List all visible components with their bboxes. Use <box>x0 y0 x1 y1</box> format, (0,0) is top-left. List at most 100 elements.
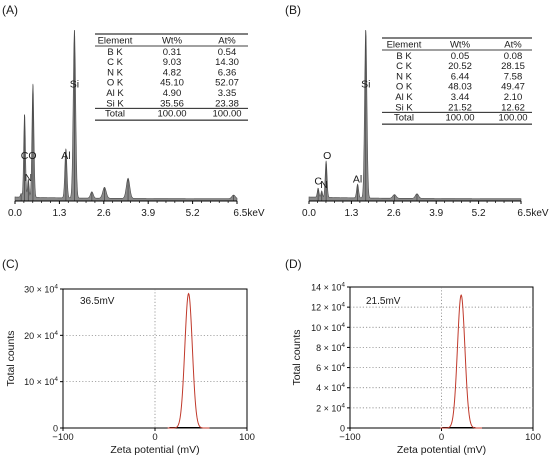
y-tick-base: 10 × 10 <box>24 377 54 387</box>
y-tick-exponent: 4 <box>54 376 58 383</box>
x-tick-label: 3.9 <box>141 208 155 219</box>
x-tick-label: 0 <box>439 432 444 443</box>
table-cell: 4.90 <box>163 88 182 99</box>
panel-b-eds-spectrum: (B) 0.0 1.3 2.6 3.9 5.2 6.5keV Si O CN Al Element… <box>285 3 549 219</box>
x-axis-label: Zeta potential (mV) <box>397 444 486 456</box>
x-tick-label: 5.2 <box>472 208 486 219</box>
peak-label: CO <box>21 150 37 162</box>
x-tick-label: 6.5keV <box>233 208 264 219</box>
y-tick-exponent: 4 <box>341 382 345 389</box>
table-cell: 0.08 <box>504 51 523 62</box>
y-tick-label: 20 × 104 <box>24 330 58 341</box>
x-tick-label: 3.9 <box>429 208 443 219</box>
table-cell: 49.47 <box>501 82 525 93</box>
panel-label-d: (D) <box>285 257 302 271</box>
x-tick-label: 1.3 <box>52 208 66 219</box>
y-tick-exponent: 4 <box>54 284 58 291</box>
x-tick-label: 2.6 <box>387 208 401 219</box>
y-tick-base: 30 × 10 <box>24 285 54 295</box>
y-tick-base: 0 <box>340 424 345 434</box>
table-cell: 48.03 <box>448 82 472 93</box>
table-cell: 35.56 <box>160 98 184 109</box>
panel-label-a: (A) <box>2 3 18 17</box>
table-header: Element <box>98 36 133 47</box>
table-cell: 100.00 <box>212 109 241 120</box>
table-cell: 45.10 <box>160 78 184 89</box>
y-tick-label: 14 × 104 <box>311 282 345 293</box>
y-tick-exponent: 4 <box>341 362 345 369</box>
y-tick-exponent: 4 <box>341 302 345 309</box>
table-cell: 2.10 <box>504 92 523 103</box>
y-tick-label: 30 × 104 <box>24 284 58 295</box>
table-cell: Al K <box>106 88 124 99</box>
table-header: At% <box>218 36 236 47</box>
peak-label: Al <box>61 150 70 162</box>
peak-label: N <box>25 172 33 184</box>
panel-label-b: (B) <box>285 3 301 17</box>
table-cell: Total <box>105 109 125 120</box>
y-tick-base: 4 × 10 <box>316 383 341 393</box>
peak-label: Si <box>361 79 370 91</box>
y-tick-exponent: 4 <box>341 282 345 289</box>
y-tick-base: 12 × 10 <box>311 303 341 313</box>
table-header: Wt% <box>162 36 183 47</box>
y-tick-exponent: 4 <box>54 330 58 337</box>
table-cell: 3.44 <box>451 92 470 103</box>
x-tick-label: −100 <box>52 432 73 443</box>
x-tick-label: −100 <box>339 432 360 443</box>
table-cell: 100.00 <box>445 113 474 124</box>
table-cell: 21.52 <box>448 102 472 113</box>
table-cell: O K <box>107 78 124 89</box>
x-axis-label: Zeta potential (mV) <box>110 444 199 456</box>
table-cell: 100.00 <box>498 113 527 124</box>
table-cell: 12.62 <box>501 102 525 113</box>
y-tick-label: 0 <box>53 424 58 434</box>
y-tick-base: 0 <box>53 424 58 434</box>
y-tick-exponent: 4 <box>341 342 345 349</box>
spectrum-area-b <box>308 30 522 202</box>
table-cell: 3.35 <box>218 88 237 99</box>
table-cell: Si K <box>395 102 413 113</box>
table-cell: 4.82 <box>163 67 182 78</box>
table-cell: 0.54 <box>218 47 237 58</box>
table-cell: 7.58 <box>504 71 523 82</box>
table-cell: C K <box>396 61 413 72</box>
y-tick-base: 14 × 10 <box>311 283 341 293</box>
x-tick-label: 0 <box>152 432 157 443</box>
y-tick-label: 10 × 104 <box>24 376 58 387</box>
panel-label-c: (C) <box>2 257 19 271</box>
x-tick-label: 100 <box>239 432 255 443</box>
y-tick-exponent: 4 <box>341 402 345 409</box>
table-cell: 9.03 <box>163 57 182 68</box>
table-cell: 6.36 <box>218 67 237 78</box>
table-cell: C K <box>107 57 124 68</box>
composition-table-b: Element Wt% At% B K 0.05 0.08 C K 20.52 28.15 N K… <box>382 37 532 125</box>
y-tick-label: 6 × 104 <box>316 362 345 373</box>
y-tick-base: 6 × 10 <box>316 363 341 373</box>
zeta-distribution-curve <box>440 294 482 429</box>
table-cell: 28.15 <box>501 61 525 72</box>
y-tick-label: 2 × 104 <box>316 402 345 413</box>
panel-a-eds-spectrum: (A) 0.0 1.3 2.6 3.9 5.2 6.5keV Si CO Al N Element… <box>2 3 265 219</box>
peak-annotation: 21.5mV <box>366 296 401 307</box>
y-tick-exponent: 4 <box>341 322 345 329</box>
y-tick-label: 4 × 104 <box>316 382 345 393</box>
table-cell: B K <box>396 51 412 62</box>
y-tick-label: 10 × 104 <box>311 322 345 333</box>
peak-label: Al <box>353 174 362 186</box>
x-tick-label: 1.3 <box>344 208 358 219</box>
table-cell: 100.00 <box>157 109 186 120</box>
y-tick-base: 10 × 10 <box>311 323 341 333</box>
y-axis-label: Total counts <box>291 329 303 385</box>
y-tick-label: 12 × 104 <box>311 302 345 313</box>
eds-plot-a: 0.0 1.3 2.6 3.9 5.2 6.5keV Si CO Al N <box>8 30 265 219</box>
table-cell: Total <box>394 113 414 124</box>
table-header: Wt% <box>450 40 471 51</box>
composition-table-a: Element Wt% At% B K 0.31 0.54 C K 9.03 14.30 N K 4… <box>95 33 248 121</box>
zeta-distribution-curve <box>167 292 210 429</box>
y-tick-base: 2 × 10 <box>316 403 341 413</box>
table-cell: 23.38 <box>215 98 239 109</box>
plot-frame <box>62 288 248 429</box>
